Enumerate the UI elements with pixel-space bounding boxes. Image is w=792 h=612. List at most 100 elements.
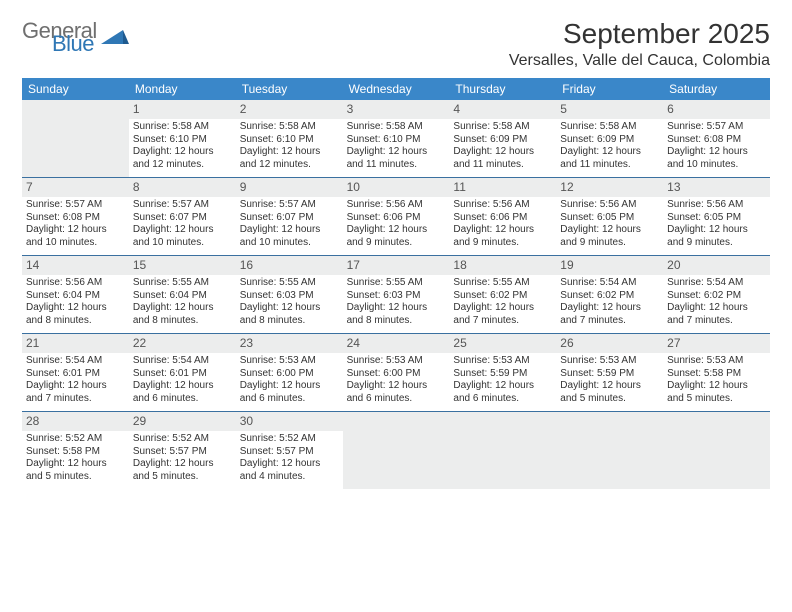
daylight2-text: and 11 minutes. bbox=[560, 159, 659, 172]
calendar-cell-empty bbox=[663, 412, 770, 489]
calendar-week: 14Sunrise: 5:56 AMSunset: 6:04 PMDayligh… bbox=[22, 256, 770, 334]
daylight2-text: and 8 minutes. bbox=[133, 315, 232, 328]
sunrise-text: Sunrise: 5:56 AM bbox=[667, 199, 766, 212]
sunrise-text: Sunrise: 5:54 AM bbox=[26, 355, 125, 368]
sunset-text: Sunset: 6:01 PM bbox=[133, 368, 232, 381]
day-number bbox=[556, 412, 663, 431]
day-number: 2 bbox=[236, 100, 343, 119]
sunset-text: Sunset: 5:59 PM bbox=[560, 368, 659, 381]
day-number bbox=[22, 100, 129, 119]
daylight1-text: Daylight: 12 hours bbox=[26, 458, 125, 471]
day-number: 28 bbox=[22, 412, 129, 431]
day-number: 23 bbox=[236, 334, 343, 353]
daylight1-text: Daylight: 12 hours bbox=[133, 224, 232, 237]
daylight2-text: and 10 minutes. bbox=[26, 237, 125, 250]
daylight1-text: Daylight: 12 hours bbox=[667, 302, 766, 315]
calendar-cell: 29Sunrise: 5:52 AMSunset: 5:57 PMDayligh… bbox=[129, 412, 236, 489]
daylight2-text: and 7 minutes. bbox=[453, 315, 552, 328]
sunset-text: Sunset: 6:10 PM bbox=[133, 134, 232, 147]
calendar-cell: 9Sunrise: 5:57 AMSunset: 6:07 PMDaylight… bbox=[236, 178, 343, 255]
sunrise-text: Sunrise: 5:52 AM bbox=[240, 433, 339, 446]
daylight1-text: Daylight: 12 hours bbox=[26, 302, 125, 315]
sunrise-text: Sunrise: 5:58 AM bbox=[133, 121, 232, 134]
sunrise-text: Sunrise: 5:55 AM bbox=[133, 277, 232, 290]
daylight1-text: Daylight: 12 hours bbox=[240, 302, 339, 315]
daylight1-text: Daylight: 12 hours bbox=[560, 302, 659, 315]
daylight1-text: Daylight: 12 hours bbox=[26, 380, 125, 393]
calendar-cell: 1Sunrise: 5:58 AMSunset: 6:10 PMDaylight… bbox=[129, 100, 236, 177]
sunset-text: Sunset: 6:02 PM bbox=[453, 290, 552, 303]
calendar-cell: 4Sunrise: 5:58 AMSunset: 6:09 PMDaylight… bbox=[449, 100, 556, 177]
daylight2-text: and 8 minutes. bbox=[26, 315, 125, 328]
sunset-text: Sunset: 6:10 PM bbox=[240, 134, 339, 147]
calendar-cell: 27Sunrise: 5:53 AMSunset: 5:58 PMDayligh… bbox=[663, 334, 770, 411]
calendar-cell: 12Sunrise: 5:56 AMSunset: 6:05 PMDayligh… bbox=[556, 178, 663, 255]
daylight1-text: Daylight: 12 hours bbox=[667, 380, 766, 393]
sunset-text: Sunset: 6:06 PM bbox=[347, 212, 446, 225]
daylight1-text: Daylight: 12 hours bbox=[347, 380, 446, 393]
sunrise-text: Sunrise: 5:56 AM bbox=[560, 199, 659, 212]
calendar-week: 7Sunrise: 5:57 AMSunset: 6:08 PMDaylight… bbox=[22, 178, 770, 256]
logo-word2: Blue bbox=[52, 35, 97, 54]
sunset-text: Sunset: 6:05 PM bbox=[667, 212, 766, 225]
sunrise-text: Sunrise: 5:54 AM bbox=[133, 355, 232, 368]
day-number bbox=[663, 412, 770, 431]
day-number: 11 bbox=[449, 178, 556, 197]
sunrise-text: Sunrise: 5:53 AM bbox=[667, 355, 766, 368]
sunrise-text: Sunrise: 5:56 AM bbox=[347, 199, 446, 212]
sunset-text: Sunset: 6:01 PM bbox=[26, 368, 125, 381]
daylight2-text: and 8 minutes. bbox=[240, 315, 339, 328]
day-number: 12 bbox=[556, 178, 663, 197]
calendar-cell: 17Sunrise: 5:55 AMSunset: 6:03 PMDayligh… bbox=[343, 256, 450, 333]
calendar-cell: 23Sunrise: 5:53 AMSunset: 6:00 PMDayligh… bbox=[236, 334, 343, 411]
daylight2-text: and 7 minutes. bbox=[667, 315, 766, 328]
day-number: 3 bbox=[343, 100, 450, 119]
day-header-saturday: Saturday bbox=[663, 78, 770, 100]
sunset-text: Sunset: 6:02 PM bbox=[560, 290, 659, 303]
daylight1-text: Daylight: 12 hours bbox=[453, 380, 552, 393]
day-number: 5 bbox=[556, 100, 663, 119]
calendar-cell: 24Sunrise: 5:53 AMSunset: 6:00 PMDayligh… bbox=[343, 334, 450, 411]
daylight2-text: and 10 minutes. bbox=[133, 237, 232, 250]
calendar-cell: 11Sunrise: 5:56 AMSunset: 6:06 PMDayligh… bbox=[449, 178, 556, 255]
sunset-text: Sunset: 6:00 PM bbox=[347, 368, 446, 381]
daylight1-text: Daylight: 12 hours bbox=[26, 224, 125, 237]
day-number: 18 bbox=[449, 256, 556, 275]
header-bar: General Blue September 2025 Versalles, V… bbox=[22, 18, 770, 70]
sunrise-text: Sunrise: 5:58 AM bbox=[240, 121, 339, 134]
calendar-body: 1Sunrise: 5:58 AMSunset: 6:10 PMDaylight… bbox=[22, 100, 770, 489]
daylight2-text: and 7 minutes. bbox=[560, 315, 659, 328]
daylight1-text: Daylight: 12 hours bbox=[453, 302, 552, 315]
day-header-monday: Monday bbox=[129, 78, 236, 100]
calendar-cell: 6Sunrise: 5:57 AMSunset: 6:08 PMDaylight… bbox=[663, 100, 770, 177]
daylight1-text: Daylight: 12 hours bbox=[133, 146, 232, 159]
day-number: 30 bbox=[236, 412, 343, 431]
day-number bbox=[343, 412, 450, 431]
sunrise-text: Sunrise: 5:58 AM bbox=[560, 121, 659, 134]
day-number: 21 bbox=[22, 334, 129, 353]
sunset-text: Sunset: 6:00 PM bbox=[240, 368, 339, 381]
calendar-cell: 10Sunrise: 5:56 AMSunset: 6:06 PMDayligh… bbox=[343, 178, 450, 255]
calendar-header-row: Sunday Monday Tuesday Wednesday Thursday… bbox=[22, 78, 770, 100]
day-header-wednesday: Wednesday bbox=[343, 78, 450, 100]
day-number: 4 bbox=[449, 100, 556, 119]
daylight1-text: Daylight: 12 hours bbox=[347, 224, 446, 237]
sunrise-text: Sunrise: 5:56 AM bbox=[26, 277, 125, 290]
calendar-cell-empty bbox=[343, 412, 450, 489]
sunrise-text: Sunrise: 5:57 AM bbox=[26, 199, 125, 212]
calendar-cell: 28Sunrise: 5:52 AMSunset: 5:58 PMDayligh… bbox=[22, 412, 129, 489]
daylight2-text: and 5 minutes. bbox=[667, 393, 766, 406]
daylight2-text: and 9 minutes. bbox=[453, 237, 552, 250]
daylight1-text: Daylight: 12 hours bbox=[667, 146, 766, 159]
day-header-sunday: Sunday bbox=[22, 78, 129, 100]
daylight2-text: and 8 minutes. bbox=[347, 315, 446, 328]
calendar-cell: 15Sunrise: 5:55 AMSunset: 6:04 PMDayligh… bbox=[129, 256, 236, 333]
sunrise-text: Sunrise: 5:54 AM bbox=[560, 277, 659, 290]
day-number: 14 bbox=[22, 256, 129, 275]
sunrise-text: Sunrise: 5:56 AM bbox=[453, 199, 552, 212]
sunset-text: Sunset: 5:58 PM bbox=[26, 446, 125, 459]
sunrise-text: Sunrise: 5:57 AM bbox=[667, 121, 766, 134]
daylight2-text: and 4 minutes. bbox=[240, 471, 339, 484]
sunset-text: Sunset: 6:08 PM bbox=[667, 134, 766, 147]
calendar-cell-empty bbox=[556, 412, 663, 489]
